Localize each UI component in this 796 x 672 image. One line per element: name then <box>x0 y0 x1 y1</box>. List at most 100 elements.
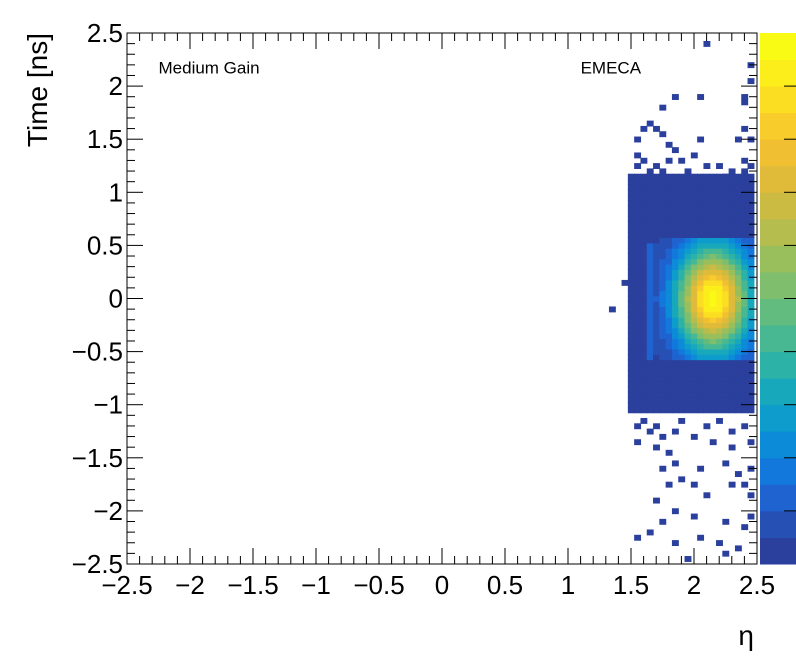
heatmap-cell <box>646 263 654 270</box>
heatmap-cell <box>627 285 635 292</box>
heatmap-cell <box>678 290 686 297</box>
heatmap-cell <box>734 354 742 361</box>
heatmap-cell <box>659 285 667 292</box>
heatmap-cell <box>653 423 660 430</box>
heatmap-cell <box>734 333 742 339</box>
heatmap-cell <box>659 200 667 207</box>
heatmap-cell <box>722 380 730 387</box>
heatmap-cell <box>728 179 736 185</box>
heatmap-cell <box>741 210 749 217</box>
heatmap-cell <box>684 253 692 260</box>
heatmap-cell <box>703 290 711 297</box>
heatmap-cell <box>640 391 648 398</box>
heatmap-cell <box>728 348 736 355</box>
heatmap-cell <box>646 189 654 196</box>
heatmap-cell <box>653 290 660 297</box>
heatmap-cell <box>678 295 686 302</box>
heatmap-cell <box>703 179 711 185</box>
heatmap-cell <box>671 226 679 233</box>
heatmap-cell <box>728 354 736 361</box>
heatmap-cell <box>741 269 749 276</box>
heatmap-cell <box>741 157 749 164</box>
heatmap-cell <box>653 258 660 265</box>
heatmap-cell <box>659 327 667 334</box>
heatmap-cell <box>703 248 711 254</box>
heatmap-cell <box>665 386 673 393</box>
heatmap-cell <box>690 338 698 345</box>
heatmap-cell <box>741 370 749 377</box>
heatmap-cell <box>665 396 673 403</box>
heatmap-cell <box>709 200 717 207</box>
heatmap-cell <box>703 216 711 223</box>
heatmap-cell <box>653 322 660 329</box>
heatmap-cell <box>634 306 642 313</box>
heatmap-cell <box>703 423 711 430</box>
heatmap-cell <box>747 78 755 85</box>
heatmap-cell <box>690 375 698 382</box>
heatmap-cell <box>747 269 755 276</box>
heatmap-cell <box>709 216 717 223</box>
heatmap-cell <box>653 311 660 318</box>
heatmap-cell <box>627 327 635 334</box>
y-tick-labels: −2.5 −2 −1.5 −1 −0.5 0 0.5 1 1.5 2 2.5 <box>72 18 123 579</box>
heatmap-cell <box>734 279 742 286</box>
heatmap-cell <box>678 306 686 313</box>
heatmap-cell <box>728 168 736 175</box>
heatmap-cell <box>709 407 717 414</box>
heatmap-cell <box>684 359 692 366</box>
heatmap-cell <box>665 338 673 345</box>
heatmap-cell <box>640 179 648 185</box>
heatmap-cell <box>627 237 635 244</box>
heatmap-cell <box>678 359 686 366</box>
heatmap-cell <box>741 391 749 398</box>
heatmap-cell <box>646 391 654 398</box>
heatmap-cell <box>640 210 648 217</box>
heatmap-cell <box>665 317 673 323</box>
heatmap-cell <box>741 375 749 382</box>
heatmap-cell <box>646 290 654 297</box>
heatmap-cell <box>709 184 717 191</box>
heatmap-cell <box>697 333 705 339</box>
heatmap-cell <box>741 386 749 393</box>
heatmap-cell <box>646 232 654 239</box>
heatmap-cell <box>690 263 698 270</box>
heatmap-cell <box>640 311 648 318</box>
heatmap-cell <box>646 354 654 361</box>
heatmap-cell <box>741 173 749 180</box>
heatmap-cell <box>716 290 723 297</box>
heatmap-cell <box>684 263 692 270</box>
heatmap-cell <box>697 391 705 398</box>
heatmap-cell <box>646 306 654 313</box>
heatmap-cell <box>728 343 736 350</box>
heatmap-cell <box>728 333 736 339</box>
heatmap-cell <box>690 513 698 520</box>
heatmap-cell <box>697 94 705 100</box>
heatmap-cell <box>671 428 679 435</box>
heatmap-cell <box>709 242 717 249</box>
heatmap-cell <box>722 200 730 207</box>
heatmap-cell <box>659 391 667 398</box>
heatmap-cell <box>690 317 698 323</box>
heatmap-cell <box>747 301 755 308</box>
heatmap-cell <box>690 370 698 377</box>
heatmap-cell <box>716 354 723 361</box>
heatmap-cell <box>709 391 717 398</box>
heatmap-cell <box>716 364 723 371</box>
heatmap-cell <box>728 327 736 334</box>
heatmap-cell <box>741 237 749 244</box>
heatmap-cell <box>690 380 698 387</box>
heatmap-cell <box>646 253 654 260</box>
heatmap-cell <box>671 386 679 393</box>
heatmap-cell <box>684 396 692 403</box>
heatmap-cell <box>716 194 723 201</box>
heatmap-cell <box>734 184 742 191</box>
heatmap-cell <box>747 248 755 254</box>
heatmap-cell <box>634 184 642 191</box>
colorbar-segment <box>760 457 796 485</box>
colorbar-segment <box>760 33 796 61</box>
heatmap-cell <box>741 205 749 212</box>
heatmap-cell <box>634 232 642 239</box>
heatmap-cell <box>678 279 686 286</box>
heatmap-cell <box>722 317 730 323</box>
heatmap-cell <box>659 402 667 408</box>
